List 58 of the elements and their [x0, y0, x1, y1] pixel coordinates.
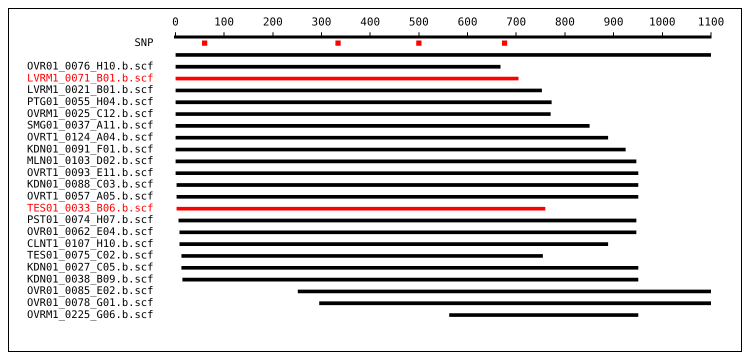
x-tick-label: 600 [458, 15, 478, 28]
bar [176, 148, 626, 152]
y-tick-label: PST01_0074_H07.b.scf [26, 214, 154, 226]
y-tick-label: MLN01_0103_D02.b.scf [26, 155, 154, 168]
bar [176, 206, 546, 210]
bar [176, 195, 638, 199]
bar [176, 171, 638, 176]
y-tick-label: OVRT1_0124_A04.b.scf [26, 131, 154, 144]
y-tick-label: KDN01_0091_F01.b.scf [26, 143, 154, 156]
bar [176, 124, 590, 128]
x-tick-label: 400 [360, 15, 380, 28]
bar [176, 76, 519, 80]
x-tick-label: 0 [172, 15, 179, 28]
bar [179, 242, 608, 246]
y-tick-label: KDN01_0038_B09.b.scf [26, 273, 154, 286]
x-tick-label: 300 [312, 15, 332, 28]
y-tick-label: LVRM1_0071_B01.b.scf [26, 72, 154, 84]
y-tick-label: OVR01_0085_E02.b.scf [26, 285, 154, 298]
bar [178, 218, 636, 222]
bar [179, 230, 636, 234]
bar [176, 53, 711, 57]
y-tick-label: KDN01_0027_C05.b.scf [26, 262, 154, 274]
bar [181, 254, 543, 258]
x-tick-label: 700 [506, 15, 526, 28]
y-tick-label: CLNT1_0107_H10.b.scf [26, 238, 154, 250]
y-tick-label: OVR01_0076_H10.b.scf [26, 60, 154, 72]
bar [298, 290, 711, 294]
y-tick-label: SMG01_0037_A11.b.scf [26, 120, 154, 132]
x-tick-label: 800 [555, 15, 575, 28]
y-tick-label: OVR01_0062_E04.b.scf [26, 226, 154, 238]
y-tick-label: SNP [134, 36, 154, 49]
y-tick-label: KDN01_0088_C03.b.scf [26, 178, 154, 191]
bar [449, 313, 638, 317]
bar [176, 160, 636, 164]
bar [319, 301, 711, 306]
y-tick-label: LVRM1_0021_B01.b.scf [26, 84, 154, 96]
x-tick-label: 500 [408, 15, 429, 28]
y-tick-label: OVR01_0078_G01.b.scf [26, 296, 154, 309]
x-tick-label: 200 [262, 15, 283, 28]
x-tick-label: 100 [214, 15, 234, 28]
y-tick-label: OVRM1_0225_G06.b.scf [26, 308, 154, 321]
y-tick-label: TES01_0033_B06.b.scf [26, 202, 154, 214]
x-tick-label: 1100 [698, 15, 724, 28]
bar [176, 136, 608, 140]
bar [176, 183, 638, 187]
bar [176, 100, 552, 104]
bar [176, 64, 501, 69]
y-tick-label: PTG01_0055_H04.b.scf [26, 96, 154, 108]
y-tick-label: OVRM1_0025_C12.b.scf [26, 108, 154, 120]
bar [181, 266, 638, 270]
bar [176, 88, 542, 92]
y-tick-label: OVRT1_0057_A05.b.scf [26, 190, 154, 203]
bar [182, 278, 638, 282]
y-tick-label: OVRT1_0093_E11.b.scf [26, 166, 154, 179]
x-tick-label: 1000 [649, 15, 676, 28]
x-tick-label: 900 [604, 15, 624, 28]
bar [176, 112, 551, 116]
y-tick-label: TES01_0075_C02.b.scf [26, 250, 154, 262]
